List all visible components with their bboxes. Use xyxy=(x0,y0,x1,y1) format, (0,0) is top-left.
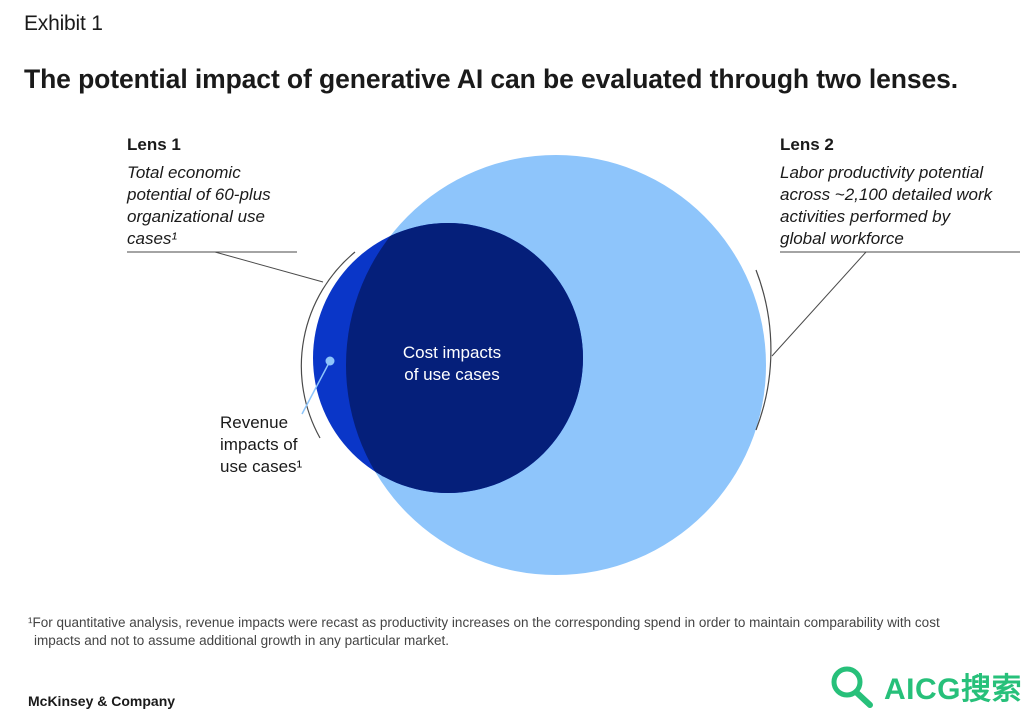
revenue-impacts-label: Revenue impacts of use cases¹ xyxy=(220,413,303,476)
cost-impacts-label: Cost impacts of use cases xyxy=(402,343,502,384)
page-title: The potential impact of generative AI ca… xyxy=(24,64,959,94)
brand-name: McKinsey & Company xyxy=(28,693,176,709)
lens2-description: Labor productivity potential across ~2,1… xyxy=(780,163,993,248)
lens1-description: Total economic potential of 60-plus orga… xyxy=(127,163,271,248)
lens1-bracket-arc xyxy=(300,251,356,439)
revenue-dot xyxy=(325,356,335,366)
footnote-line-1: ¹For quantitative analysis, revenue impa… xyxy=(28,615,940,630)
footnote-line-2: impacts and not to assume additional gro… xyxy=(34,633,449,648)
watermark: AICG搜索 xyxy=(828,658,1024,714)
exhibit-label: Exhibit 1 xyxy=(24,12,103,35)
revenue-connector xyxy=(301,360,331,415)
watermark-text: AICG搜索 xyxy=(884,673,1022,706)
lens2-connector xyxy=(771,251,867,357)
lens1-label-block: Lens 1 Total economic potential of 60-pl… xyxy=(127,134,327,250)
magnifier-icon xyxy=(831,666,873,708)
lens2-label-block: Lens 2 Labor productivity potential acro… xyxy=(780,134,1020,250)
cost-intersection xyxy=(346,223,583,493)
lens2-bracket-arc xyxy=(755,269,772,431)
footnote: ¹For quantitative analysis, revenue impa… xyxy=(28,614,1013,650)
lens1-connector xyxy=(214,251,324,283)
lens2-title: Lens 2 xyxy=(780,135,834,154)
lens1-title: Lens 1 xyxy=(127,135,181,154)
